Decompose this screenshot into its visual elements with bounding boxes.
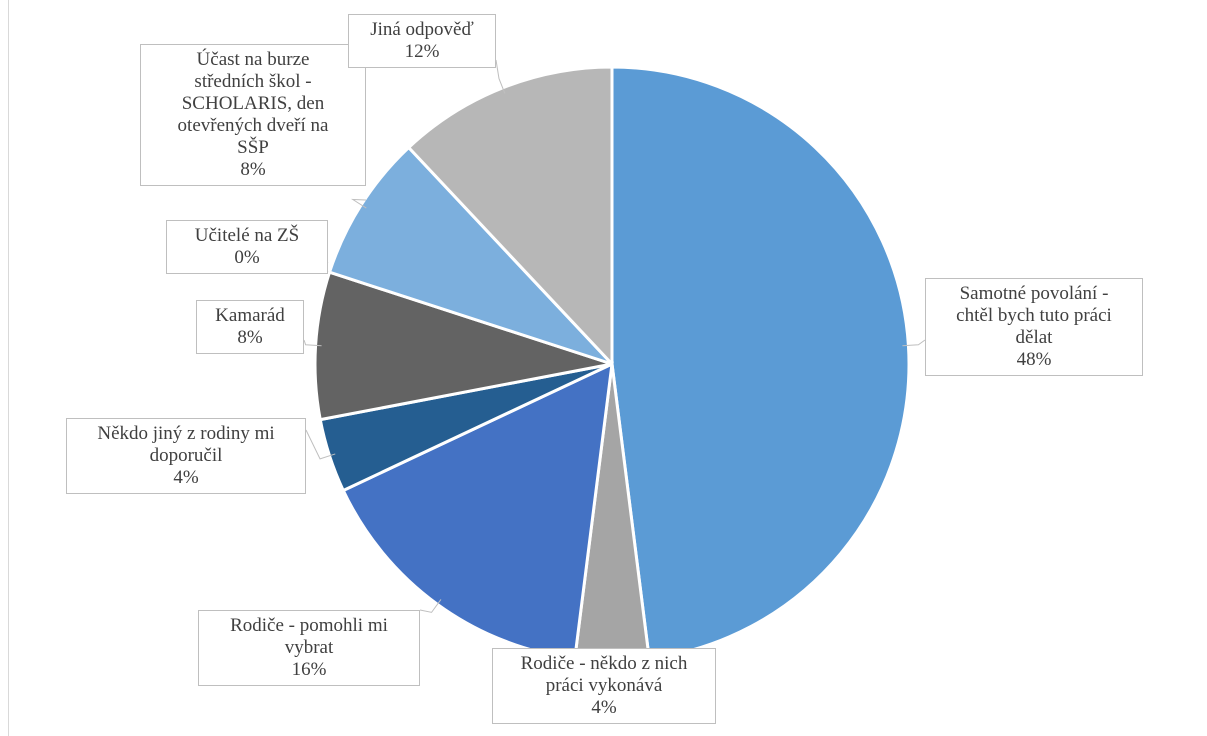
pie-slice	[610, 65, 911, 661]
slice-category-label: práci vykonává	[545, 675, 663, 696]
slice-category-label: SŠP	[237, 137, 269, 158]
slice-percent-label: 12%	[404, 41, 440, 62]
slice-category-label: středních škol -	[194, 71, 312, 92]
slice-data-label: Učitelé na ZŠ 0%	[166, 220, 328, 274]
slice-data-label: Kamarád 8%	[196, 300, 304, 354]
slice-data-label: Rodiče - pomohli mi vybrat 16%	[198, 610, 420, 686]
leader-line	[305, 429, 336, 460]
slice-data-label: Rodiče - někdo z nich práci vykonává 4%	[492, 648, 716, 724]
slice-category-label: Rodiče - pomohli mi	[230, 615, 388, 636]
slice-category-label: otevřených dveří na	[177, 115, 329, 136]
leader-line	[902, 339, 926, 347]
slice-category-label: Učitelé na ZŠ	[194, 225, 300, 246]
slice-category-label: Kamarád	[215, 305, 285, 326]
leader-line	[495, 59, 506, 94]
slice-category-label: dělat	[1015, 327, 1053, 348]
slice-percent-label: 0%	[234, 247, 260, 268]
leader-line	[350, 198, 367, 209]
slice-percent-label: 8%	[240, 159, 266, 180]
slice-category-label: Někdo jiný z rodiny mi	[97, 423, 275, 444]
slice-percent-label: 16%	[291, 659, 327, 680]
slice-category-label: Účast na burze	[196, 49, 310, 70]
slice-percent-label: 8%	[237, 327, 263, 348]
slice-category-label: Rodiče - někdo z nich	[520, 653, 688, 674]
slice-percent-label: 4%	[591, 697, 617, 718]
slice-category-label: vybrat	[284, 637, 334, 658]
slice-category-label: Jiná odpověď	[370, 19, 474, 40]
slice-data-label: Někdo jiný z rodiny mi doporučil 4%	[66, 418, 306, 494]
slice-category-label: doporučil	[149, 445, 223, 466]
leader-line	[419, 599, 442, 613]
slice-data-label: Jiná odpověď 12%	[348, 14, 496, 68]
slice-percent-label: 48%	[1016, 349, 1052, 370]
slice-percent-label: 4%	[173, 467, 199, 488]
slice-category-label: Samotné povolání -	[959, 283, 1109, 304]
slice-data-label: Samotné povolání - chtěl bych tuto práci d…	[925, 278, 1143, 376]
slice-category-label: SCHOLARIS, den	[181, 93, 325, 114]
leader-line	[303, 339, 322, 347]
slice-category-label: chtěl bych tuto práci	[956, 305, 1112, 326]
slice-data-label: Účast na burze středních škol - SCHOLARIS,…	[140, 44, 366, 186]
